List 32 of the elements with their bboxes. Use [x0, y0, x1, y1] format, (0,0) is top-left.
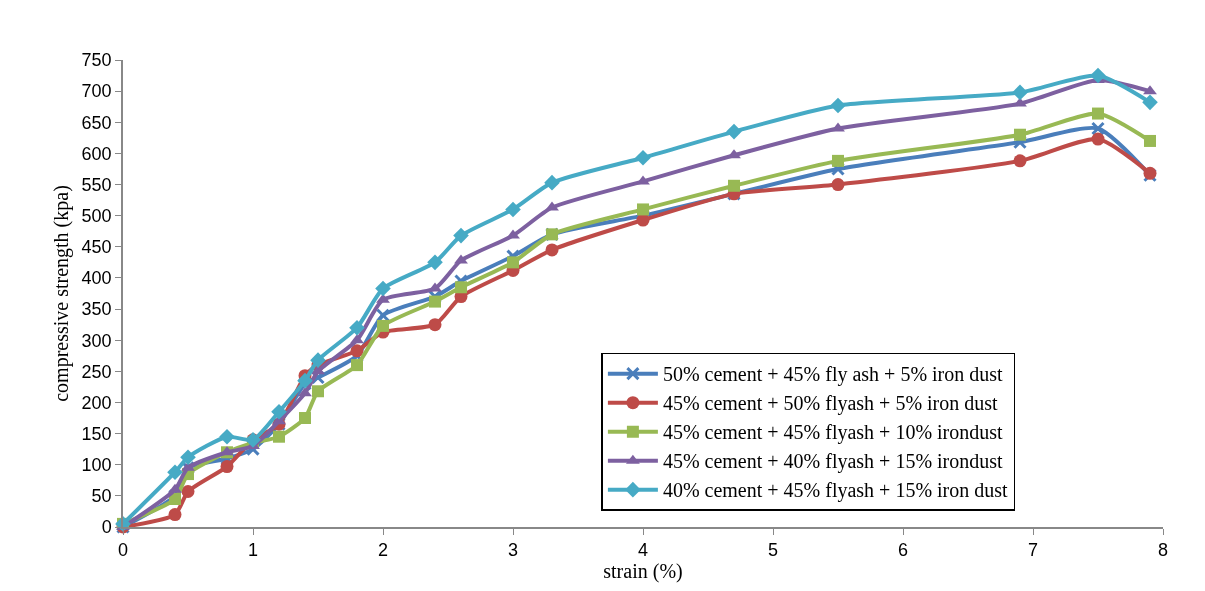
y-tick-label: 100 [81, 455, 112, 476]
y-tick-label: 250 [81, 361, 112, 382]
legend-label: 45% cement + 40% flyash + 15% irondust [662, 450, 1004, 474]
y-tick-label: 50 [91, 486, 112, 507]
legend-label: 45% cement + 50% flyash + 5% iron dust [662, 392, 999, 416]
x-tick-label: 1 [247, 540, 259, 561]
x-tick-label: 0 [117, 540, 129, 561]
y-tick-label: 300 [81, 330, 112, 351]
x-axis-title: strain (%) [603, 560, 683, 584]
y-tick-label: 750 [81, 50, 112, 71]
x-tick-label: 5 [767, 540, 779, 561]
legend-label: 45% cement + 45% flyash + 10% irondust [662, 421, 1004, 445]
y-tick-label: 150 [81, 423, 112, 444]
y-tick-label: 350 [81, 299, 112, 320]
x-tick-label: 6 [897, 540, 909, 561]
y-tick-label: 600 [81, 143, 112, 164]
y-tick-label: 200 [81, 392, 112, 413]
y-axis-title: compressive strength (kpa) [49, 185, 73, 402]
x-tick-label: 4 [637, 540, 649, 561]
x-tick-label: 7 [1027, 540, 1039, 561]
y-tick-label: 500 [81, 205, 112, 226]
y-tick-label: 700 [81, 81, 112, 102]
legend-label: 40% cement + 45% flyash + 15% iron dust [662, 479, 1009, 503]
x-tick-label: 2 [377, 540, 389, 561]
y-tick-label: 0 [101, 517, 112, 538]
x-tick-label: 3 [507, 540, 519, 561]
x-tick-label: 8 [1157, 540, 1169, 561]
legend-label: 50% cement + 45% fly ash + 5% iron dust [662, 363, 1004, 387]
y-tick-label: 400 [81, 268, 112, 289]
y-tick-label: 450 [81, 237, 112, 258]
y-tick-label: 550 [81, 174, 112, 195]
y-tick-label: 650 [81, 112, 112, 133]
